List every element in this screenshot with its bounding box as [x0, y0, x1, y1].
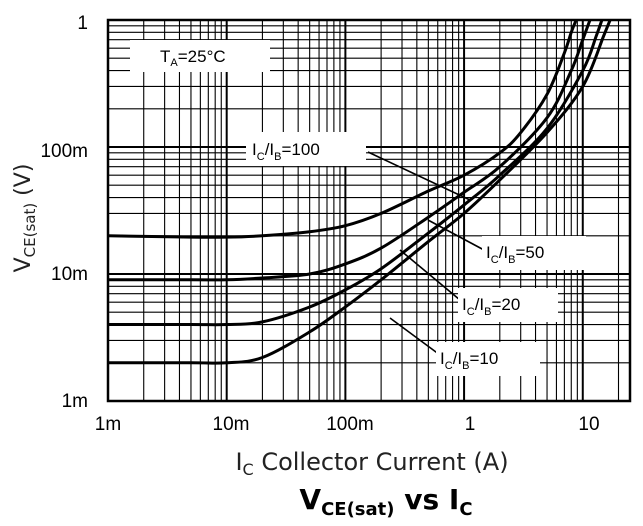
annotation-box-20: [458, 288, 558, 322]
plot-frame: [106, 18, 632, 403]
condition-label: TA=25°C: [160, 47, 226, 69]
annotation-leader-3: [389, 317, 441, 356]
x-tick-label-1m: 1m: [95, 414, 121, 435]
y-tick-label-100m: 100m: [40, 141, 88, 162]
annotation-leader-2: [399, 249, 461, 301]
annotation-box-10: [436, 342, 540, 376]
annotation-leader-0: [367, 151, 471, 201]
x-tick-label-10m: 10m: [213, 414, 250, 435]
series-line-0: [107, 19, 578, 239]
annotation-label-100: IC/IB=100: [252, 140, 320, 163]
annotation-label-20: IC/IB=20: [462, 295, 520, 318]
series-line-3: [107, 19, 612, 365]
x-tick-label-10: 10: [578, 414, 599, 435]
annotation-leaders: [367, 151, 485, 356]
condition-label-box: [130, 40, 270, 72]
annotation-label-50: IC/IB=50: [486, 243, 544, 266]
series-line-1: [107, 19, 592, 282]
y-tick-label-1m: 1m: [62, 391, 88, 412]
x-axis-label: IC Collector Current (A): [235, 448, 508, 479]
series-line-2: [107, 19, 604, 327]
y-axis-label: VCE(sat) (V): [11, 164, 39, 273]
x-tick-label-100m: 100m: [326, 414, 374, 435]
annotation-box-50: [482, 236, 586, 270]
chart-title: VCE(sat) vs IC: [299, 483, 472, 520]
x-tick-label-1: 1: [465, 414, 476, 435]
annotation-box-100: [246, 132, 366, 166]
annotation-label-10: IC/IB=10: [440, 349, 498, 372]
y-tick-label-1: 1: [77, 13, 88, 34]
curves: [107, 19, 612, 365]
annotation-leader-1: [427, 219, 485, 251]
y-tick-label-10m: 10m: [51, 264, 88, 285]
plot-grid: [107, 19, 630, 402]
